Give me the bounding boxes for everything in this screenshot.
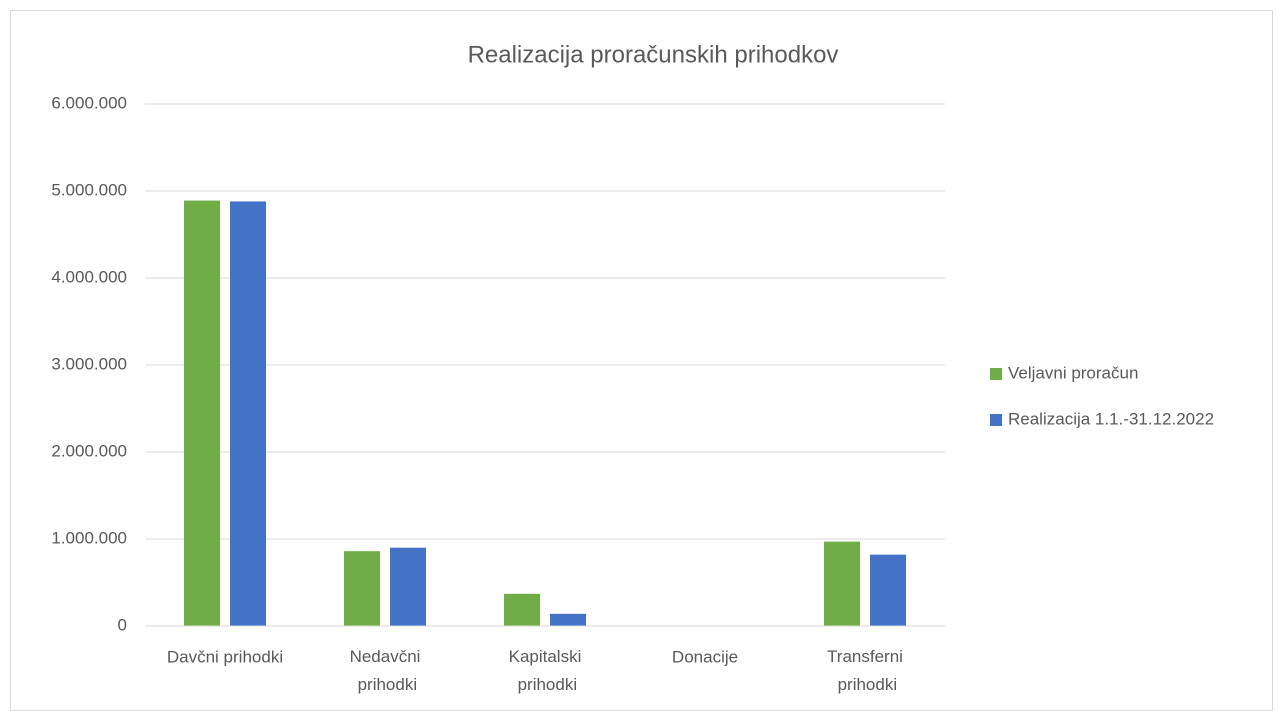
legend-swatch [990, 368, 1002, 380]
y-tick-label: 6.000.000 [51, 93, 127, 112]
bar [230, 201, 266, 626]
chart-title: Realizacija proračunskih prihodkov [468, 41, 839, 68]
x-tick-label: Transferni prihodki [827, 647, 903, 694]
bar [824, 541, 860, 626]
bar [344, 551, 380, 626]
y-tick-label: 5.000.000 [51, 180, 127, 199]
legend-swatch [990, 414, 1002, 426]
bar [184, 200, 220, 626]
y-tick-label: 1.000.000 [51, 528, 127, 547]
y-tick-label: 2.000.000 [51, 441, 127, 460]
x-tick-label: Nedavčni prihodki [350, 647, 421, 694]
x-tick-label: Kapitalski prihodki [509, 647, 582, 694]
y-tick-label: 4.000.000 [51, 267, 127, 286]
legend-label: Realizacija 1.1.-31.12.2022 [1008, 409, 1214, 428]
bar [390, 547, 426, 626]
bar [870, 554, 906, 626]
x-tick-label: Davčni prihodki [167, 647, 283, 666]
legend-label: Veljavni proračun [1008, 363, 1138, 382]
y-tick-label: 0 [118, 615, 127, 634]
x-tick-label: Donacije [672, 647, 738, 666]
chart-border [10, 10, 1273, 711]
y-tick-label: 3.000.000 [51, 354, 127, 373]
bar [504, 593, 540, 626]
bar [550, 613, 586, 626]
